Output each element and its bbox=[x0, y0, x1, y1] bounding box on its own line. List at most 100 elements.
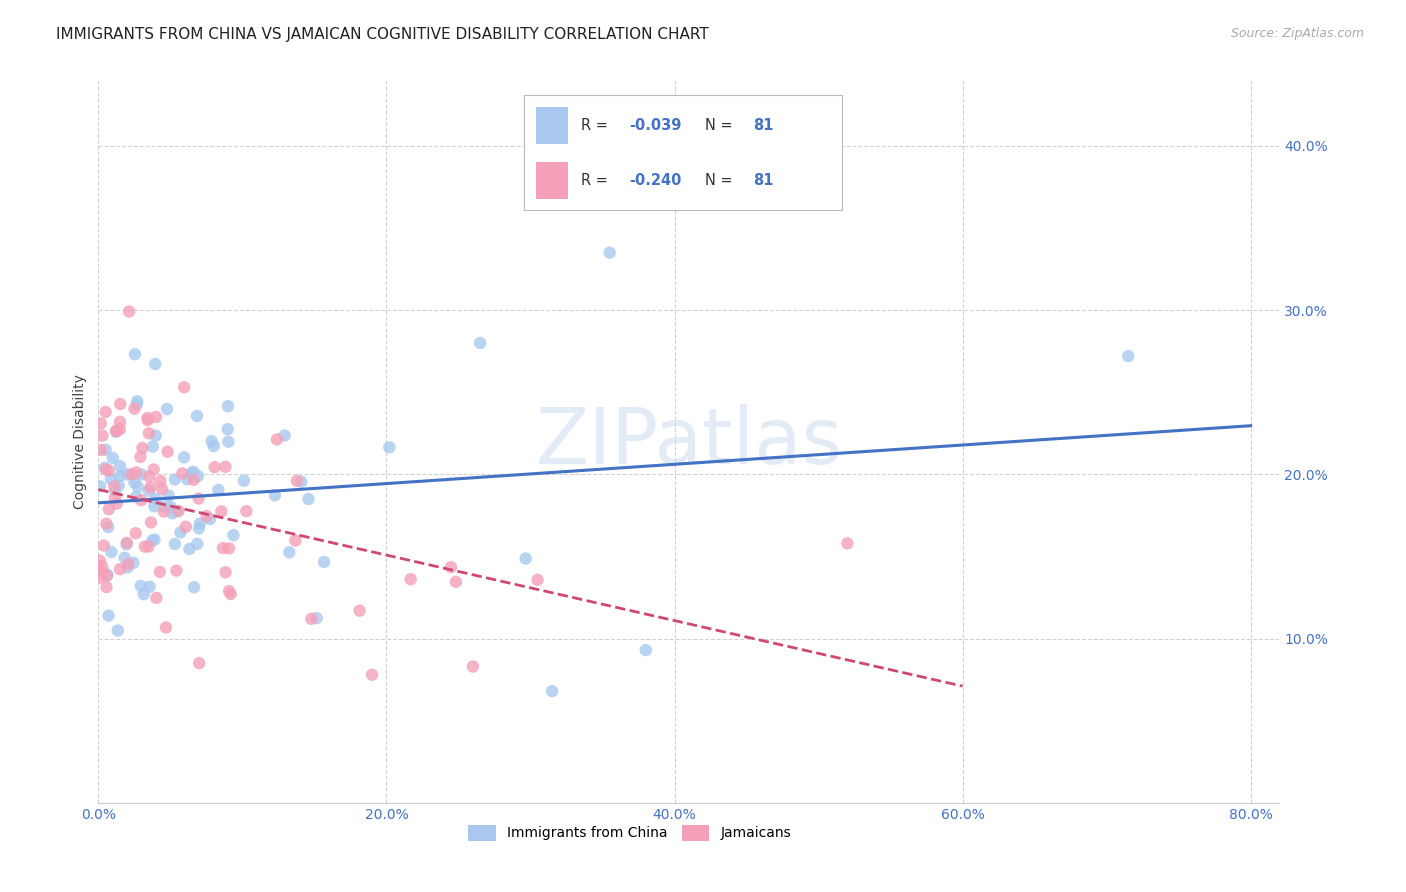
Point bbox=[96, 580, 118, 594]
Point bbox=[526, 573, 548, 587]
Point bbox=[131, 441, 153, 455]
Point bbox=[187, 491, 209, 506]
Point bbox=[115, 537, 138, 551]
Point bbox=[108, 422, 131, 436]
Point bbox=[163, 472, 186, 486]
Point bbox=[145, 409, 167, 424]
Point bbox=[153, 500, 176, 514]
Point bbox=[214, 459, 236, 474]
Point bbox=[163, 537, 186, 551]
Point bbox=[91, 559, 114, 574]
Point bbox=[187, 469, 209, 483]
Text: IMMIGRANTS FROM CHINA VS JAMAICAN COGNITIVE DISABILITY CORRELATION CHART: IMMIGRANTS FROM CHINA VS JAMAICAN COGNIT… bbox=[56, 27, 709, 42]
Point bbox=[183, 473, 205, 487]
Point bbox=[149, 565, 172, 579]
Point bbox=[129, 579, 152, 593]
Point bbox=[278, 545, 301, 559]
Point bbox=[89, 571, 111, 585]
Point bbox=[138, 469, 160, 483]
Point bbox=[173, 450, 195, 465]
Point bbox=[188, 516, 211, 531]
Point bbox=[222, 528, 245, 542]
Point bbox=[93, 539, 115, 553]
Point bbox=[162, 506, 184, 520]
Legend: Immigrants from China, Jamaicans: Immigrants from China, Jamaicans bbox=[463, 819, 797, 847]
Point bbox=[173, 380, 195, 394]
Point bbox=[131, 467, 153, 482]
Point bbox=[156, 444, 179, 458]
Point bbox=[145, 428, 167, 442]
Point bbox=[284, 533, 307, 548]
Point bbox=[169, 525, 191, 540]
Point bbox=[198, 512, 221, 526]
Point bbox=[1116, 349, 1139, 363]
Point bbox=[156, 402, 179, 417]
Point bbox=[264, 488, 287, 502]
Point bbox=[186, 409, 208, 423]
Point bbox=[124, 526, 146, 541]
Point bbox=[143, 500, 166, 514]
Point bbox=[157, 489, 180, 503]
Point bbox=[204, 460, 226, 475]
Point bbox=[218, 584, 240, 599]
Point bbox=[305, 611, 328, 625]
Point bbox=[468, 336, 491, 351]
Point bbox=[195, 509, 218, 524]
Point bbox=[599, 245, 621, 260]
Point bbox=[187, 521, 209, 535]
Point bbox=[127, 480, 149, 494]
Point bbox=[165, 564, 187, 578]
Point bbox=[141, 533, 163, 548]
Point bbox=[176, 472, 198, 486]
Point bbox=[183, 580, 205, 594]
Y-axis label: Cognitive Disability: Cognitive Disability bbox=[73, 374, 87, 509]
Point bbox=[214, 566, 236, 580]
Point bbox=[143, 533, 166, 547]
Point bbox=[117, 560, 139, 574]
Point bbox=[117, 557, 139, 571]
Point bbox=[129, 450, 152, 464]
Point bbox=[138, 580, 160, 594]
Point bbox=[440, 560, 463, 574]
Point bbox=[91, 428, 114, 442]
Point bbox=[97, 520, 120, 534]
Point bbox=[143, 357, 166, 371]
Point bbox=[172, 467, 194, 481]
Point bbox=[153, 504, 176, 518]
Point bbox=[399, 572, 422, 586]
Text: Source: ZipAtlas.com: Source: ZipAtlas.com bbox=[1230, 27, 1364, 40]
Point bbox=[138, 426, 160, 441]
Point bbox=[90, 565, 112, 579]
Point bbox=[121, 467, 143, 482]
Point bbox=[139, 516, 162, 530]
Point bbox=[96, 567, 118, 582]
Point bbox=[207, 483, 229, 497]
Point bbox=[115, 536, 138, 550]
Point bbox=[266, 433, 288, 447]
Point bbox=[124, 347, 146, 361]
Point bbox=[290, 475, 312, 489]
Point bbox=[107, 478, 129, 492]
Point bbox=[461, 659, 484, 673]
Point bbox=[444, 574, 467, 589]
Point bbox=[100, 545, 122, 559]
Point bbox=[96, 568, 118, 582]
Point bbox=[108, 415, 131, 429]
Point bbox=[235, 504, 257, 518]
Point bbox=[209, 504, 232, 518]
Point bbox=[93, 460, 115, 475]
Point bbox=[145, 591, 167, 605]
Point bbox=[232, 474, 254, 488]
Point bbox=[108, 459, 131, 474]
Point bbox=[167, 504, 190, 518]
Point bbox=[541, 684, 564, 698]
Point bbox=[159, 500, 181, 514]
Point bbox=[105, 497, 128, 511]
Point bbox=[201, 434, 224, 449]
Point bbox=[138, 540, 160, 554]
Point bbox=[202, 439, 225, 453]
Point bbox=[174, 520, 197, 534]
Point bbox=[134, 540, 156, 554]
Point bbox=[188, 657, 211, 671]
Point bbox=[273, 428, 295, 442]
